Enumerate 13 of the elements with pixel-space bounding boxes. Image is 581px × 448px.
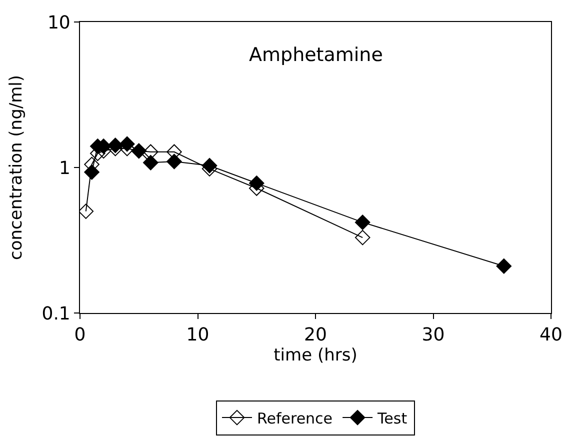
x-tick-label: 30 (422, 324, 445, 346)
legend-label: Reference (257, 409, 333, 428)
legend-label: Test (376, 409, 408, 428)
y-tick-label: 1 (58, 158, 70, 179)
x-tick-label: 20 (304, 324, 327, 346)
x-tick-label: 0 (74, 324, 86, 346)
x-axis-title: time (hrs) (274, 346, 358, 366)
y-tick-label: 10 (47, 12, 70, 34)
x-tick-label: 10 (186, 324, 210, 346)
x-tick-label: 40 (540, 324, 562, 346)
y-tick-label: 0.1 (42, 303, 70, 324)
y-axis-title: concentration (ng/ml) (6, 75, 26, 260)
text: Amphetamine (249, 44, 383, 66)
